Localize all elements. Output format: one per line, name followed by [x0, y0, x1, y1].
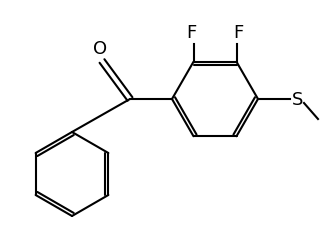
Text: F: F	[186, 24, 197, 42]
Text: O: O	[93, 40, 107, 58]
Text: F: F	[233, 24, 244, 42]
Text: S: S	[292, 91, 303, 109]
